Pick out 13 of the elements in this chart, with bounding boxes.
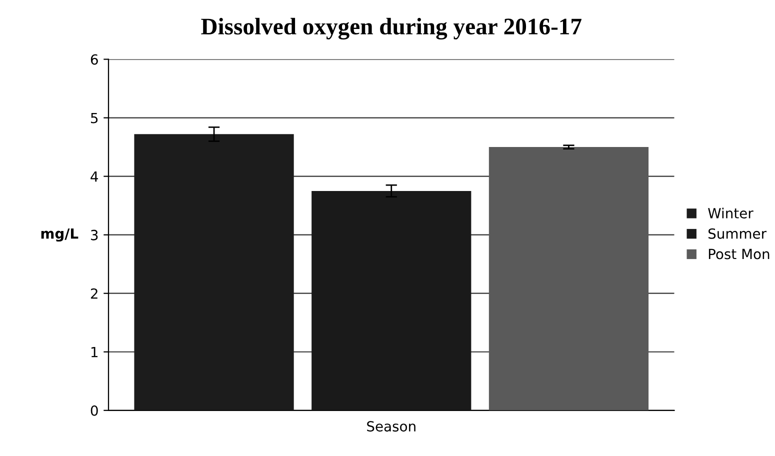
legend-label: Winter — [708, 208, 754, 218]
legend-label: Summer — [708, 228, 767, 239]
y-tick-label: 1 — [91, 347, 98, 358]
legend-label: Post Mon — [708, 248, 770, 260]
y-axis-title: mg/L — [41, 228, 78, 242]
y-tick-label: 4 — [90, 171, 98, 182]
x-axis-title: Season — [367, 421, 416, 432]
y-tick-label: 6 — [90, 54, 98, 65]
y-tick-label: 2 — [90, 288, 98, 299]
chart-title: Dissolved oxygen during year 2016-17 — [201, 18, 582, 40]
y-tick-label: 3 — [91, 230, 98, 240]
y-tick-label: 5 — [91, 112, 98, 124]
y-tick-label: 0 — [90, 405, 98, 416]
